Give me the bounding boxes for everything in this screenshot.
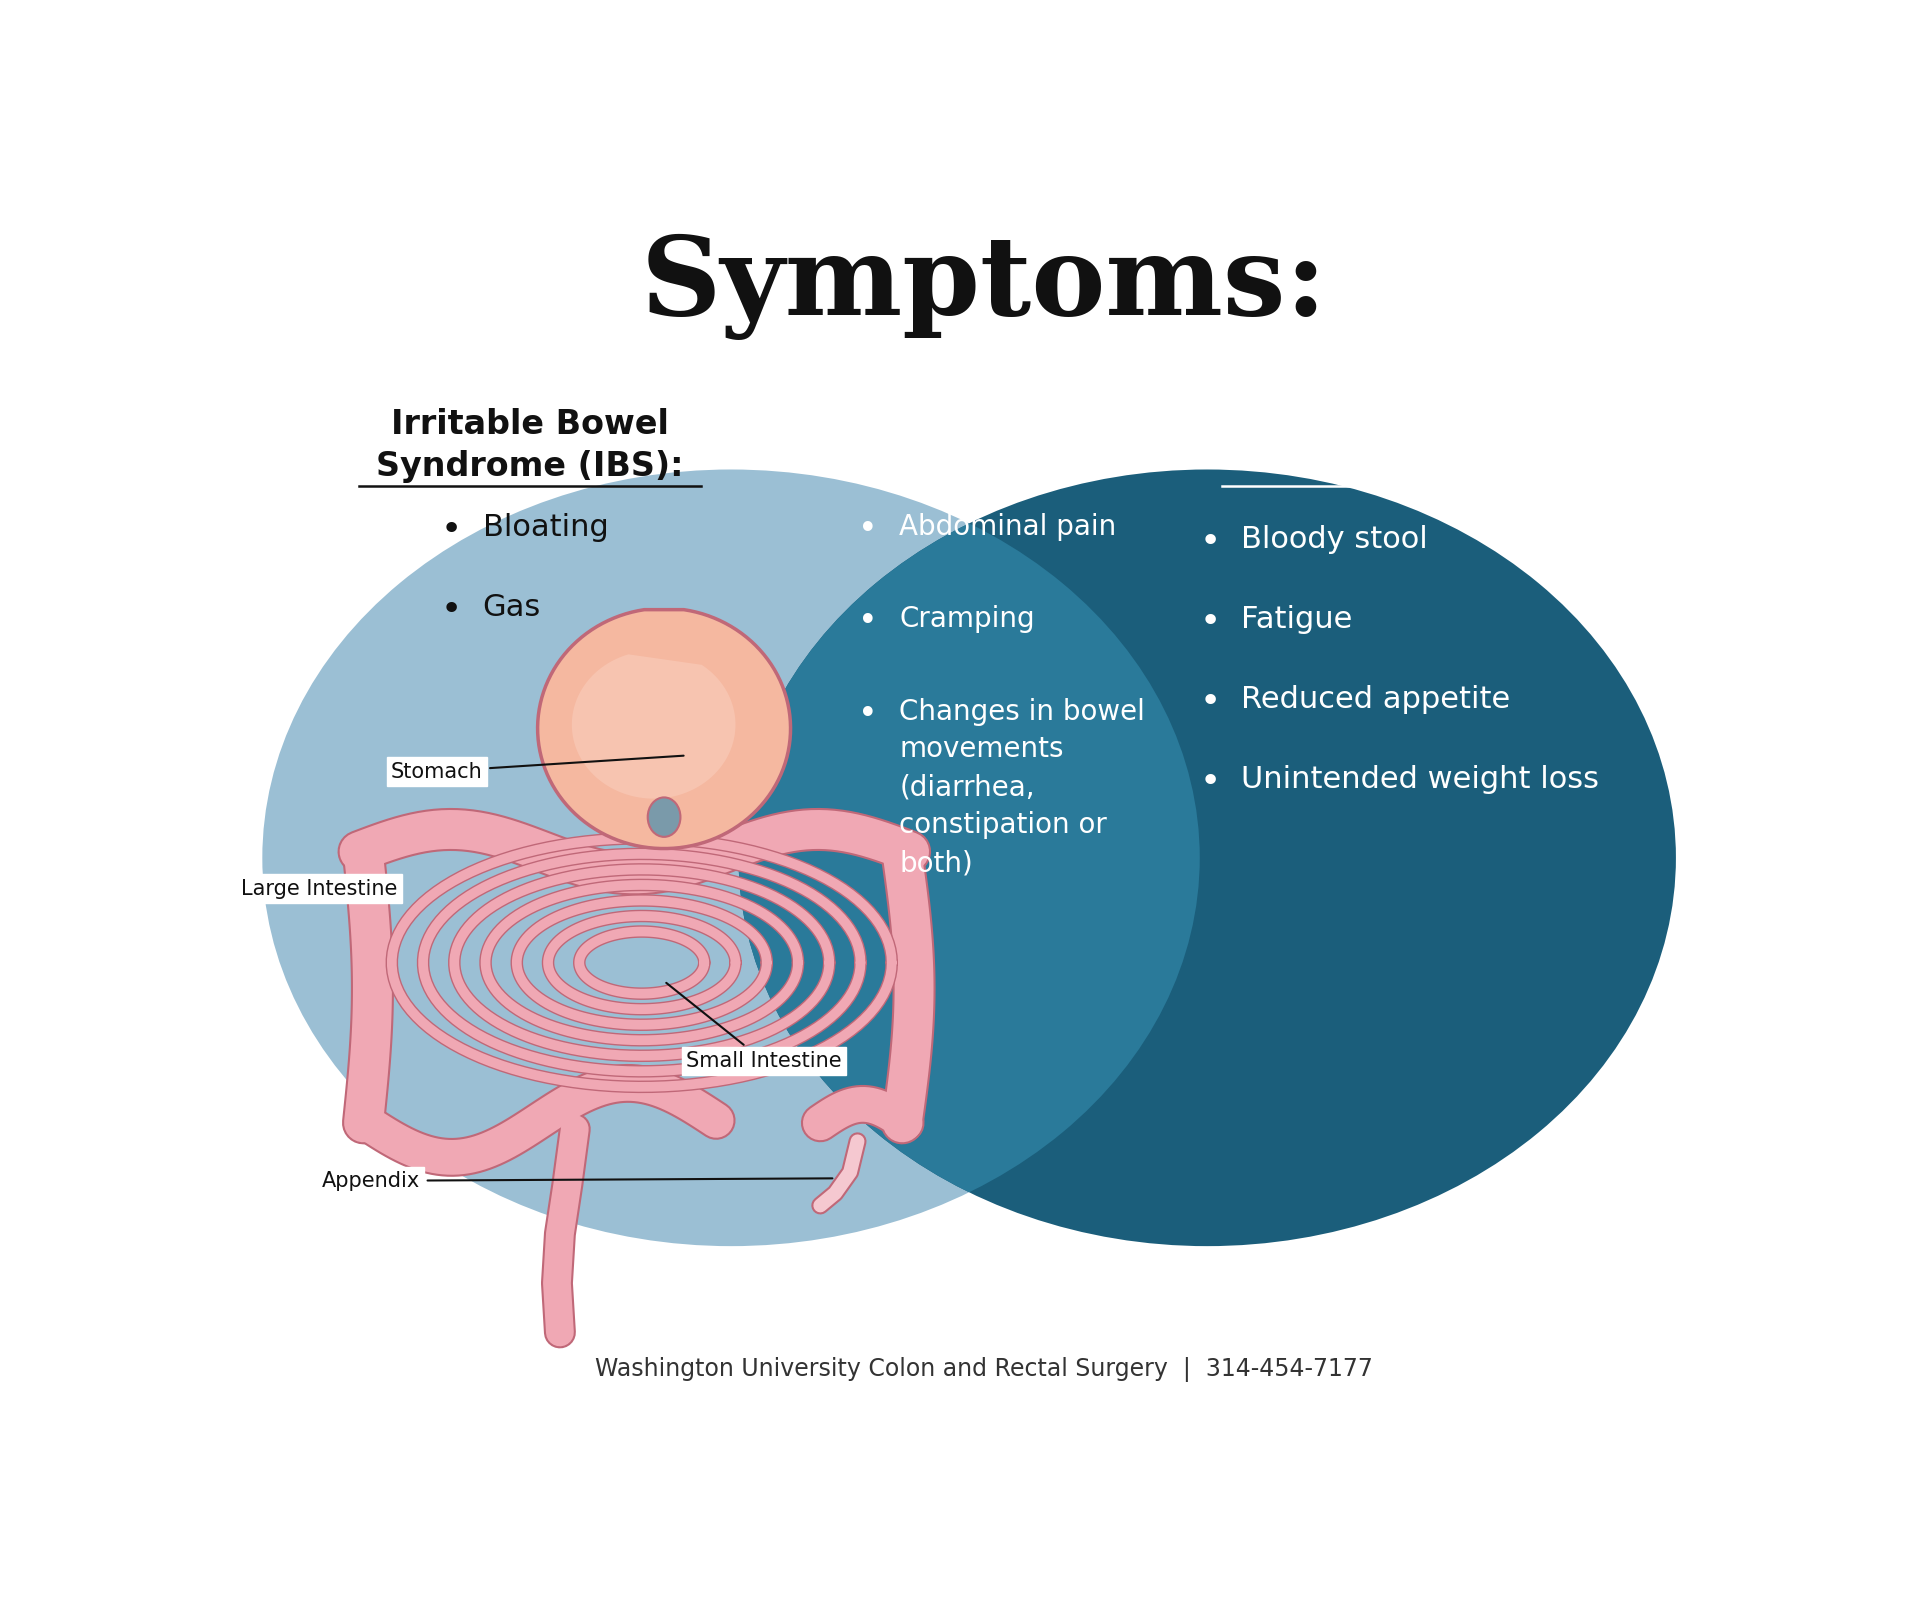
- Text: Stomach: Stomach: [392, 756, 684, 781]
- Text: •: •: [442, 592, 463, 626]
- Circle shape: [739, 469, 1676, 1246]
- Text: Abdominal pain: Abdominal pain: [899, 512, 1116, 541]
- Text: Symptoms:: Symptoms:: [641, 232, 1327, 339]
- Text: •: •: [858, 512, 877, 546]
- Circle shape: [739, 469, 1676, 1246]
- Text: •: •: [1200, 605, 1221, 639]
- Text: Both: Both: [922, 426, 1018, 461]
- Text: Small Intestine: Small Intestine: [666, 983, 843, 1071]
- Text: Gas: Gas: [482, 592, 541, 621]
- Text: Fatigue: Fatigue: [1242, 605, 1354, 634]
- Text: Appendix: Appendix: [323, 1170, 833, 1191]
- Text: •: •: [442, 512, 463, 546]
- Text: •: •: [1200, 685, 1221, 719]
- Polygon shape: [538, 610, 791, 849]
- Text: Irritable Bowel
Syndrome (IBS):: Irritable Bowel Syndrome (IBS):: [376, 408, 684, 484]
- Text: Bloody stool: Bloody stool: [1242, 525, 1428, 554]
- Polygon shape: [572, 655, 735, 799]
- Text: Large Intestine: Large Intestine: [242, 879, 397, 898]
- Text: •: •: [858, 605, 877, 639]
- Text: •: •: [1200, 525, 1221, 559]
- Text: Cramping: Cramping: [899, 605, 1035, 632]
- Text: •: •: [858, 698, 877, 730]
- Text: Reduced appetite: Reduced appetite: [1242, 685, 1511, 714]
- Ellipse shape: [647, 797, 680, 837]
- Text: Changes in bowel
movements
(diarrhea,
constipation or
both): Changes in bowel movements (diarrhea, co…: [899, 698, 1144, 877]
- Text: Washington University Colon and Rectal Surgery  |  314-454-7177: Washington University Colon and Rectal S…: [595, 1358, 1373, 1382]
- Circle shape: [263, 469, 1200, 1246]
- Text: Bloating: Bloating: [482, 512, 609, 541]
- Text: •: •: [1200, 765, 1221, 799]
- Text: Unintended weight loss: Unintended weight loss: [1242, 765, 1599, 794]
- Text: Inflammatory Bowel
Disease (IBD):: Inflammatory Bowel Disease (IBD):: [1235, 408, 1613, 484]
